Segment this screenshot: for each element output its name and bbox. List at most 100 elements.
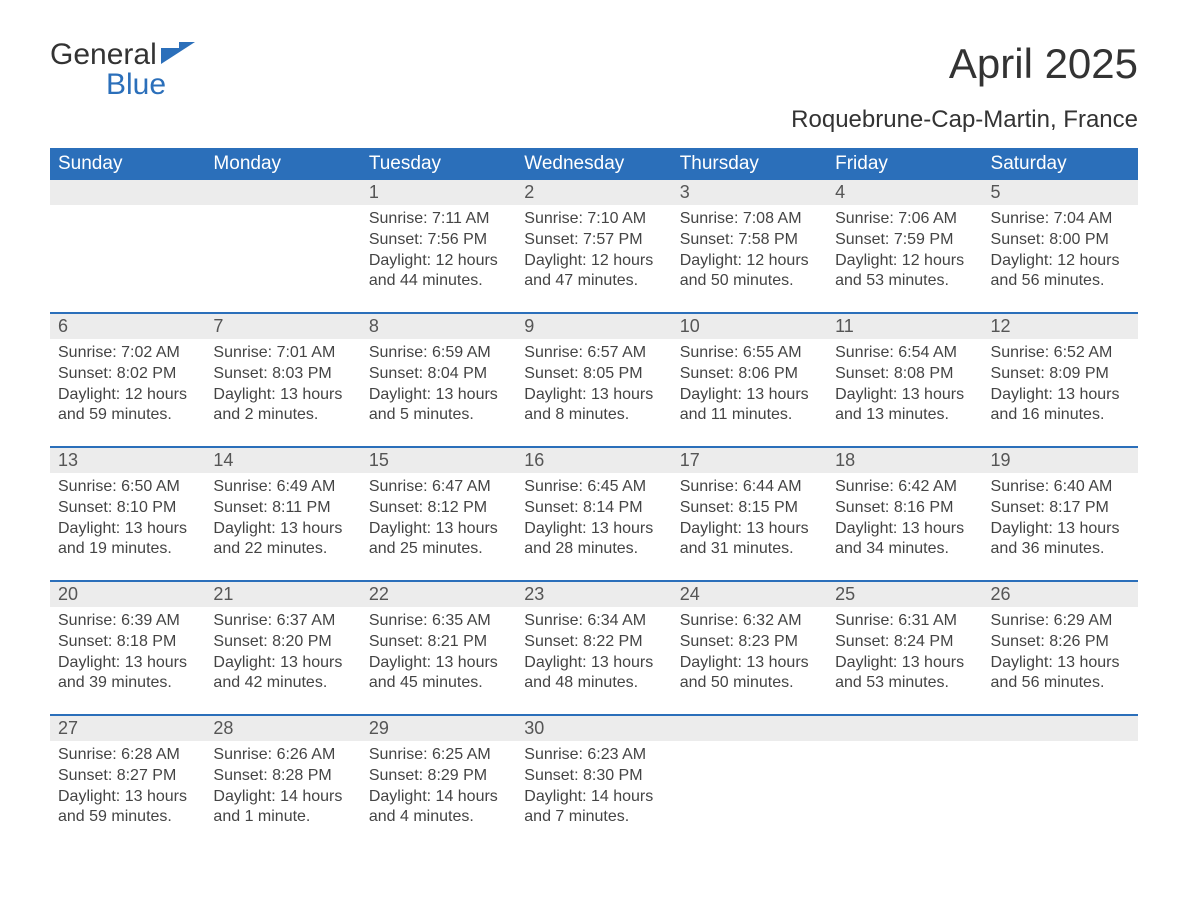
daylight-line1: Daylight: 13 hours [680, 519, 819, 540]
day-number-row: 12345 [50, 180, 1138, 205]
daylight-line1: Daylight: 13 hours [991, 653, 1130, 674]
sunset-text: Sunset: 7:57 PM [524, 230, 663, 251]
day-number-row: 13141516171819 [50, 447, 1138, 473]
daylight-line1: Daylight: 13 hours [991, 519, 1130, 540]
sunrise-text: Sunrise: 7:10 AM [524, 209, 663, 230]
sunrise-text: Sunrise: 6:34 AM [524, 611, 663, 632]
sunset-text: Sunset: 8:28 PM [213, 766, 352, 787]
day-body-cell: Sunrise: 6:52 AMSunset: 8:09 PMDaylight:… [983, 339, 1138, 447]
sunset-text: Sunset: 8:27 PM [58, 766, 197, 787]
page-title: April 2025 [949, 40, 1138, 88]
sunset-text: Sunset: 8:04 PM [369, 364, 508, 385]
day-body-cell: Sunrise: 6:28 AMSunset: 8:27 PMDaylight:… [50, 741, 205, 849]
weekday-header: Sunday [50, 148, 205, 180]
daylight-line1: Daylight: 13 hours [524, 519, 663, 540]
day-number-cell: 20 [50, 581, 205, 607]
day-body-cell: Sunrise: 6:34 AMSunset: 8:22 PMDaylight:… [516, 607, 671, 715]
sunrise-text: Sunrise: 6:23 AM [524, 745, 663, 766]
day-body-cell: Sunrise: 7:08 AMSunset: 7:58 PMDaylight:… [672, 205, 827, 313]
day-number-cell: 29 [361, 715, 516, 741]
day-body-cell: Sunrise: 7:06 AMSunset: 7:59 PMDaylight:… [827, 205, 982, 313]
daylight-line2: and 42 minutes. [213, 673, 352, 694]
sunrise-text: Sunrise: 7:02 AM [58, 343, 197, 364]
day-number-cell: 5 [983, 180, 1138, 205]
daylight-line2: and 34 minutes. [835, 539, 974, 560]
sunset-text: Sunset: 8:03 PM [213, 364, 352, 385]
sunset-text: Sunset: 7:58 PM [680, 230, 819, 251]
daylight-line1: Daylight: 13 hours [680, 653, 819, 674]
sunset-text: Sunset: 7:56 PM [369, 230, 508, 251]
day-body-cell: Sunrise: 6:57 AMSunset: 8:05 PMDaylight:… [516, 339, 671, 447]
day-body-cell: Sunrise: 6:55 AMSunset: 8:06 PMDaylight:… [672, 339, 827, 447]
daylight-line2: and 7 minutes. [524, 807, 663, 828]
day-body-row: Sunrise: 6:39 AMSunset: 8:18 PMDaylight:… [50, 607, 1138, 715]
daylight-line2: and 28 minutes. [524, 539, 663, 560]
day-body-row: Sunrise: 7:02 AMSunset: 8:02 PMDaylight:… [50, 339, 1138, 447]
day-body-cell [50, 205, 205, 313]
sunrise-text: Sunrise: 6:47 AM [369, 477, 508, 498]
day-body-row: Sunrise: 7:11 AMSunset: 7:56 PMDaylight:… [50, 205, 1138, 313]
sunrise-text: Sunrise: 6:55 AM [680, 343, 819, 364]
sunrise-text: Sunrise: 6:57 AM [524, 343, 663, 364]
day-number-cell: 27 [50, 715, 205, 741]
day-number-cell: 10 [672, 313, 827, 339]
daylight-line2: and 48 minutes. [524, 673, 663, 694]
sunrise-text: Sunrise: 6:59 AM [369, 343, 508, 364]
sunrise-text: Sunrise: 7:01 AM [213, 343, 352, 364]
day-number-cell: 11 [827, 313, 982, 339]
day-body-cell: Sunrise: 7:02 AMSunset: 8:02 PMDaylight:… [50, 339, 205, 447]
daylight-line2: and 31 minutes. [680, 539, 819, 560]
daylight-line2: and 50 minutes. [680, 673, 819, 694]
sunset-text: Sunset: 8:17 PM [991, 498, 1130, 519]
day-number-cell: 14 [205, 447, 360, 473]
daylight-line1: Daylight: 14 hours [213, 787, 352, 808]
weekday-header: Thursday [672, 148, 827, 180]
header: General Blue April 2025 [50, 40, 1138, 100]
daylight-line2: and 11 minutes. [680, 405, 819, 426]
sunrise-text: Sunrise: 7:04 AM [991, 209, 1130, 230]
sunrise-text: Sunrise: 7:08 AM [680, 209, 819, 230]
daylight-line2: and 53 minutes. [835, 271, 974, 292]
daylight-line2: and 2 minutes. [213, 405, 352, 426]
day-number-cell: 26 [983, 581, 1138, 607]
day-body-cell: Sunrise: 6:26 AMSunset: 8:28 PMDaylight:… [205, 741, 360, 849]
day-body-row: Sunrise: 6:28 AMSunset: 8:27 PMDaylight:… [50, 741, 1138, 849]
daylight-line2: and 53 minutes. [835, 673, 974, 694]
daylight-line2: and 59 minutes. [58, 405, 197, 426]
day-body-cell: Sunrise: 6:25 AMSunset: 8:29 PMDaylight:… [361, 741, 516, 849]
weekday-header: Saturday [983, 148, 1138, 180]
daylight-line2: and 1 minute. [213, 807, 352, 828]
day-number-cell [672, 715, 827, 741]
daylight-line1: Daylight: 13 hours [58, 519, 197, 540]
sunrise-text: Sunrise: 6:50 AM [58, 477, 197, 498]
daylight-line2: and 4 minutes. [369, 807, 508, 828]
logo: General Blue [50, 40, 195, 100]
daylight-line2: and 44 minutes. [369, 271, 508, 292]
sunset-text: Sunset: 8:09 PM [991, 364, 1130, 385]
day-number-cell: 7 [205, 313, 360, 339]
sunrise-text: Sunrise: 6:40 AM [991, 477, 1130, 498]
day-body-cell [672, 741, 827, 849]
calendar-body: 12345Sunrise: 7:11 AMSunset: 7:56 PMDayl… [50, 180, 1138, 849]
day-number-cell: 8 [361, 313, 516, 339]
daylight-line1: Daylight: 13 hours [213, 653, 352, 674]
sunset-text: Sunset: 8:30 PM [524, 766, 663, 787]
daylight-line1: Daylight: 12 hours [680, 251, 819, 272]
day-number-cell: 16 [516, 447, 671, 473]
day-number-cell [205, 180, 360, 205]
sunset-text: Sunset: 8:05 PM [524, 364, 663, 385]
day-body-cell: Sunrise: 7:11 AMSunset: 7:56 PMDaylight:… [361, 205, 516, 313]
daylight-line2: and 5 minutes. [369, 405, 508, 426]
day-number-cell: 13 [50, 447, 205, 473]
daylight-line2: and 50 minutes. [680, 271, 819, 292]
day-number-cell [983, 715, 1138, 741]
weekday-header: Friday [827, 148, 982, 180]
day-body-row: Sunrise: 6:50 AMSunset: 8:10 PMDaylight:… [50, 473, 1138, 581]
day-number-cell [827, 715, 982, 741]
sunset-text: Sunset: 8:11 PM [213, 498, 352, 519]
daylight-line1: Daylight: 13 hours [213, 385, 352, 406]
sunset-text: Sunset: 8:26 PM [991, 632, 1130, 653]
sunrise-text: Sunrise: 6:44 AM [680, 477, 819, 498]
day-number-cell: 6 [50, 313, 205, 339]
day-body-cell: Sunrise: 6:59 AMSunset: 8:04 PMDaylight:… [361, 339, 516, 447]
